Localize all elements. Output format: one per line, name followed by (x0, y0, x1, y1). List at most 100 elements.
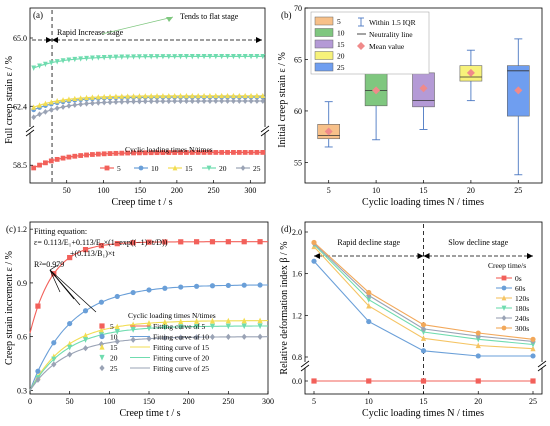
panel-c-series-5-point (241, 239, 247, 245)
panel-a-series-25-point (101, 99, 107, 106)
panel-a-series-25-point (37, 111, 42, 118)
panel-a-series-25-point (131, 98, 136, 105)
panel-a-series-25-point (119, 98, 125, 105)
panel-a-series-25-line (33, 100, 265, 118)
panel-a-series-25-point (60, 104, 66, 110)
panel-d-series-180s-point (420, 329, 427, 336)
panel-a-series-25-point (231, 98, 236, 104)
panel-a-series-15-point (137, 93, 142, 99)
panel-a-series-5-point (72, 153, 78, 159)
panel-d-legend-marker (501, 275, 507, 281)
panel-a-break-gap (26, 127, 269, 133)
panel-a-series-20-point (195, 54, 201, 60)
panel-d-legend-marker (501, 295, 507, 301)
panel-a-series-25-point (148, 98, 154, 105)
panel-a-x-tick-label: 150 (134, 186, 146, 195)
panel-d-y-tick-label: 0.8 (292, 353, 302, 362)
panel-a-legend-label: 5 (117, 164, 121, 173)
panel-c-x-tick-label: 0 (28, 397, 32, 406)
panel-a-series-5-point (189, 150, 195, 155)
panel-b-legend-label: 20 (337, 52, 345, 61)
panel-c-series-10-point (98, 299, 104, 305)
panel-c-series-20-point (257, 323, 263, 330)
panel-a-series-5-point (43, 160, 48, 166)
panel-a-series-15-point (107, 93, 113, 100)
panel-a-series-15-point (84, 94, 89, 101)
panel-c-series-10-point (257, 282, 263, 288)
panel-c-series-5-point (194, 239, 200, 245)
panel-a-series-20-point (137, 54, 142, 60)
panel-a-series-25-point (160, 98, 166, 105)
panel-b-legend-label: 5 (337, 17, 341, 26)
panel-a-legend-marker (172, 165, 178, 171)
panel-d-break-mark (537, 364, 547, 372)
panel-b-label: (b) (281, 10, 292, 20)
panel-a-series-5-point (236, 150, 242, 155)
panel-a-annotation-rapid: Rapid Increase stage (57, 28, 124, 37)
panel-a-series-25-point (260, 98, 266, 104)
panel-c-series-20-point (225, 323, 231, 330)
panel-a-break-mark (260, 125, 270, 133)
panel-a-series-20-point (101, 55, 107, 61)
panel-c-series-5-point (67, 254, 73, 261)
panel-a-series-15-point (231, 92, 236, 99)
panel-a-series-25-point (242, 98, 248, 104)
panel-a-series-15-point (148, 93, 154, 99)
panel-b-x-tick-label: 15 (420, 186, 428, 195)
panel-a-series-15-point (207, 92, 213, 99)
panel-a-series-15-point (213, 92, 219, 99)
panel-d-xlabel: Cyclic loading times N / times (362, 408, 484, 419)
panel-a-x-tick-label: 50 (63, 186, 71, 195)
panel-a-series-25-point (95, 99, 101, 106)
panel-a-legend-title: Cyclic loading times N/times (125, 145, 213, 154)
panel-a-series-20-point (260, 53, 266, 60)
panel-a-series-5-point (142, 150, 148, 156)
panel-b-box-20-mean (466, 68, 475, 77)
panel-c-series-15-point (209, 317, 216, 324)
panel-d-annotation-rapid: Rapid decline stage (337, 238, 400, 247)
panel-a-series-20-point (43, 61, 48, 68)
panel-a-series-20-point (54, 59, 60, 65)
panel-c-series-25-point (194, 334, 200, 341)
panel-c-series-10-point (146, 287, 152, 293)
panel-d-legend-label: 180s (515, 304, 529, 313)
panel-d-x-tick-label: 10 (365, 397, 373, 406)
panel-c-series-5-point (209, 239, 216, 245)
panel-d-break-mark (537, 360, 547, 368)
panel-b-box-15-mean (419, 84, 428, 93)
panel-a-series-5-point (107, 151, 113, 156)
panel-b-legend-swatch (314, 51, 334, 60)
panel-a-series-20-point (119, 54, 125, 60)
panel-a-series-5-point (54, 156, 60, 162)
panel-c-legend-marker (99, 333, 105, 340)
panel-a-series-25-point (43, 108, 48, 115)
panel-d-series-180s-point (475, 336, 481, 343)
panel-a-series-15-point (254, 92, 260, 99)
panel-c-series-10-point (194, 283, 200, 289)
panel-a-series-25-point (48, 106, 54, 113)
panel-c-series-20-point (67, 344, 73, 351)
panel-a-series-5-point (131, 150, 136, 156)
panel-a-series-25-point (142, 98, 148, 105)
panel-a-series-20-point (125, 54, 131, 60)
panel-a-series-25-point (172, 98, 178, 105)
panel-a-series-15-point (166, 92, 172, 99)
panel-c-x-tick-label: 250 (222, 397, 234, 406)
panel-c-series-15-point (114, 323, 120, 330)
panel-b-ylabel: Initial creep strain ε / % (277, 52, 288, 148)
panel-c-series-25-point (257, 333, 263, 340)
panel-c-series-20-point (51, 356, 57, 363)
panel-a-series-5-point (31, 165, 37, 171)
panel-a-series-20-point (207, 54, 213, 60)
panel-b-legend-swatch (314, 39, 334, 49)
panel-a-series-25-point (137, 98, 142, 105)
panel-a-legend-label: 25 (253, 164, 261, 173)
panel-d-y-tick-label: 1.6 (292, 270, 302, 279)
panel-c-pointer (49, 269, 61, 293)
panel-c-x-tick-label: 100 (103, 397, 115, 406)
panel-b-legend-swatch (314, 62, 334, 72)
panel-c-fit-25 (29, 336, 268, 391)
panel-a-break-mark (25, 129, 35, 137)
panel-a-series-15-point (131, 93, 136, 99)
